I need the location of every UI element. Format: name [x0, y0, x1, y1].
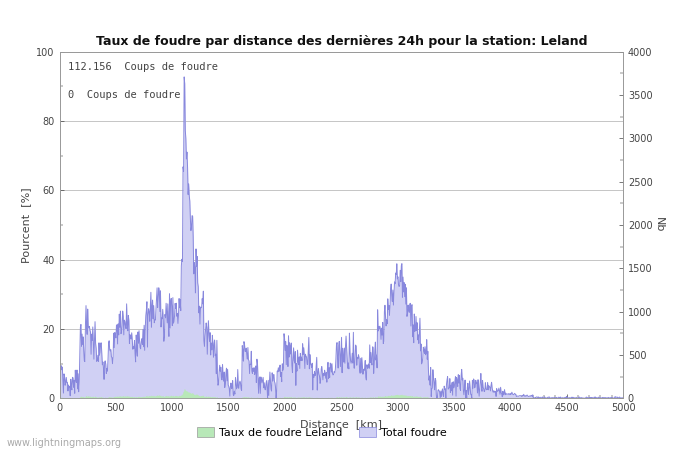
Y-axis label: Pourcent  [%]: Pourcent [%] [21, 187, 31, 263]
Title: Taux de foudre par distance des dernières 24h pour la station: Leland: Taux de foudre par distance des dernière… [95, 35, 587, 48]
Text: 0  Coups de foudre: 0 Coups de foudre [68, 90, 181, 100]
X-axis label: Distance  [km]: Distance [km] [300, 418, 382, 429]
Legend: Taux de foudre Leland, Total foudre: Taux de foudre Leland, Total foudre [193, 423, 452, 442]
Text: www.lightningmaps.org: www.lightningmaps.org [7, 438, 122, 448]
Text: 112.156  Coups de foudre: 112.156 Coups de foudre [68, 62, 218, 72]
Y-axis label: Nb: Nb [654, 217, 664, 233]
